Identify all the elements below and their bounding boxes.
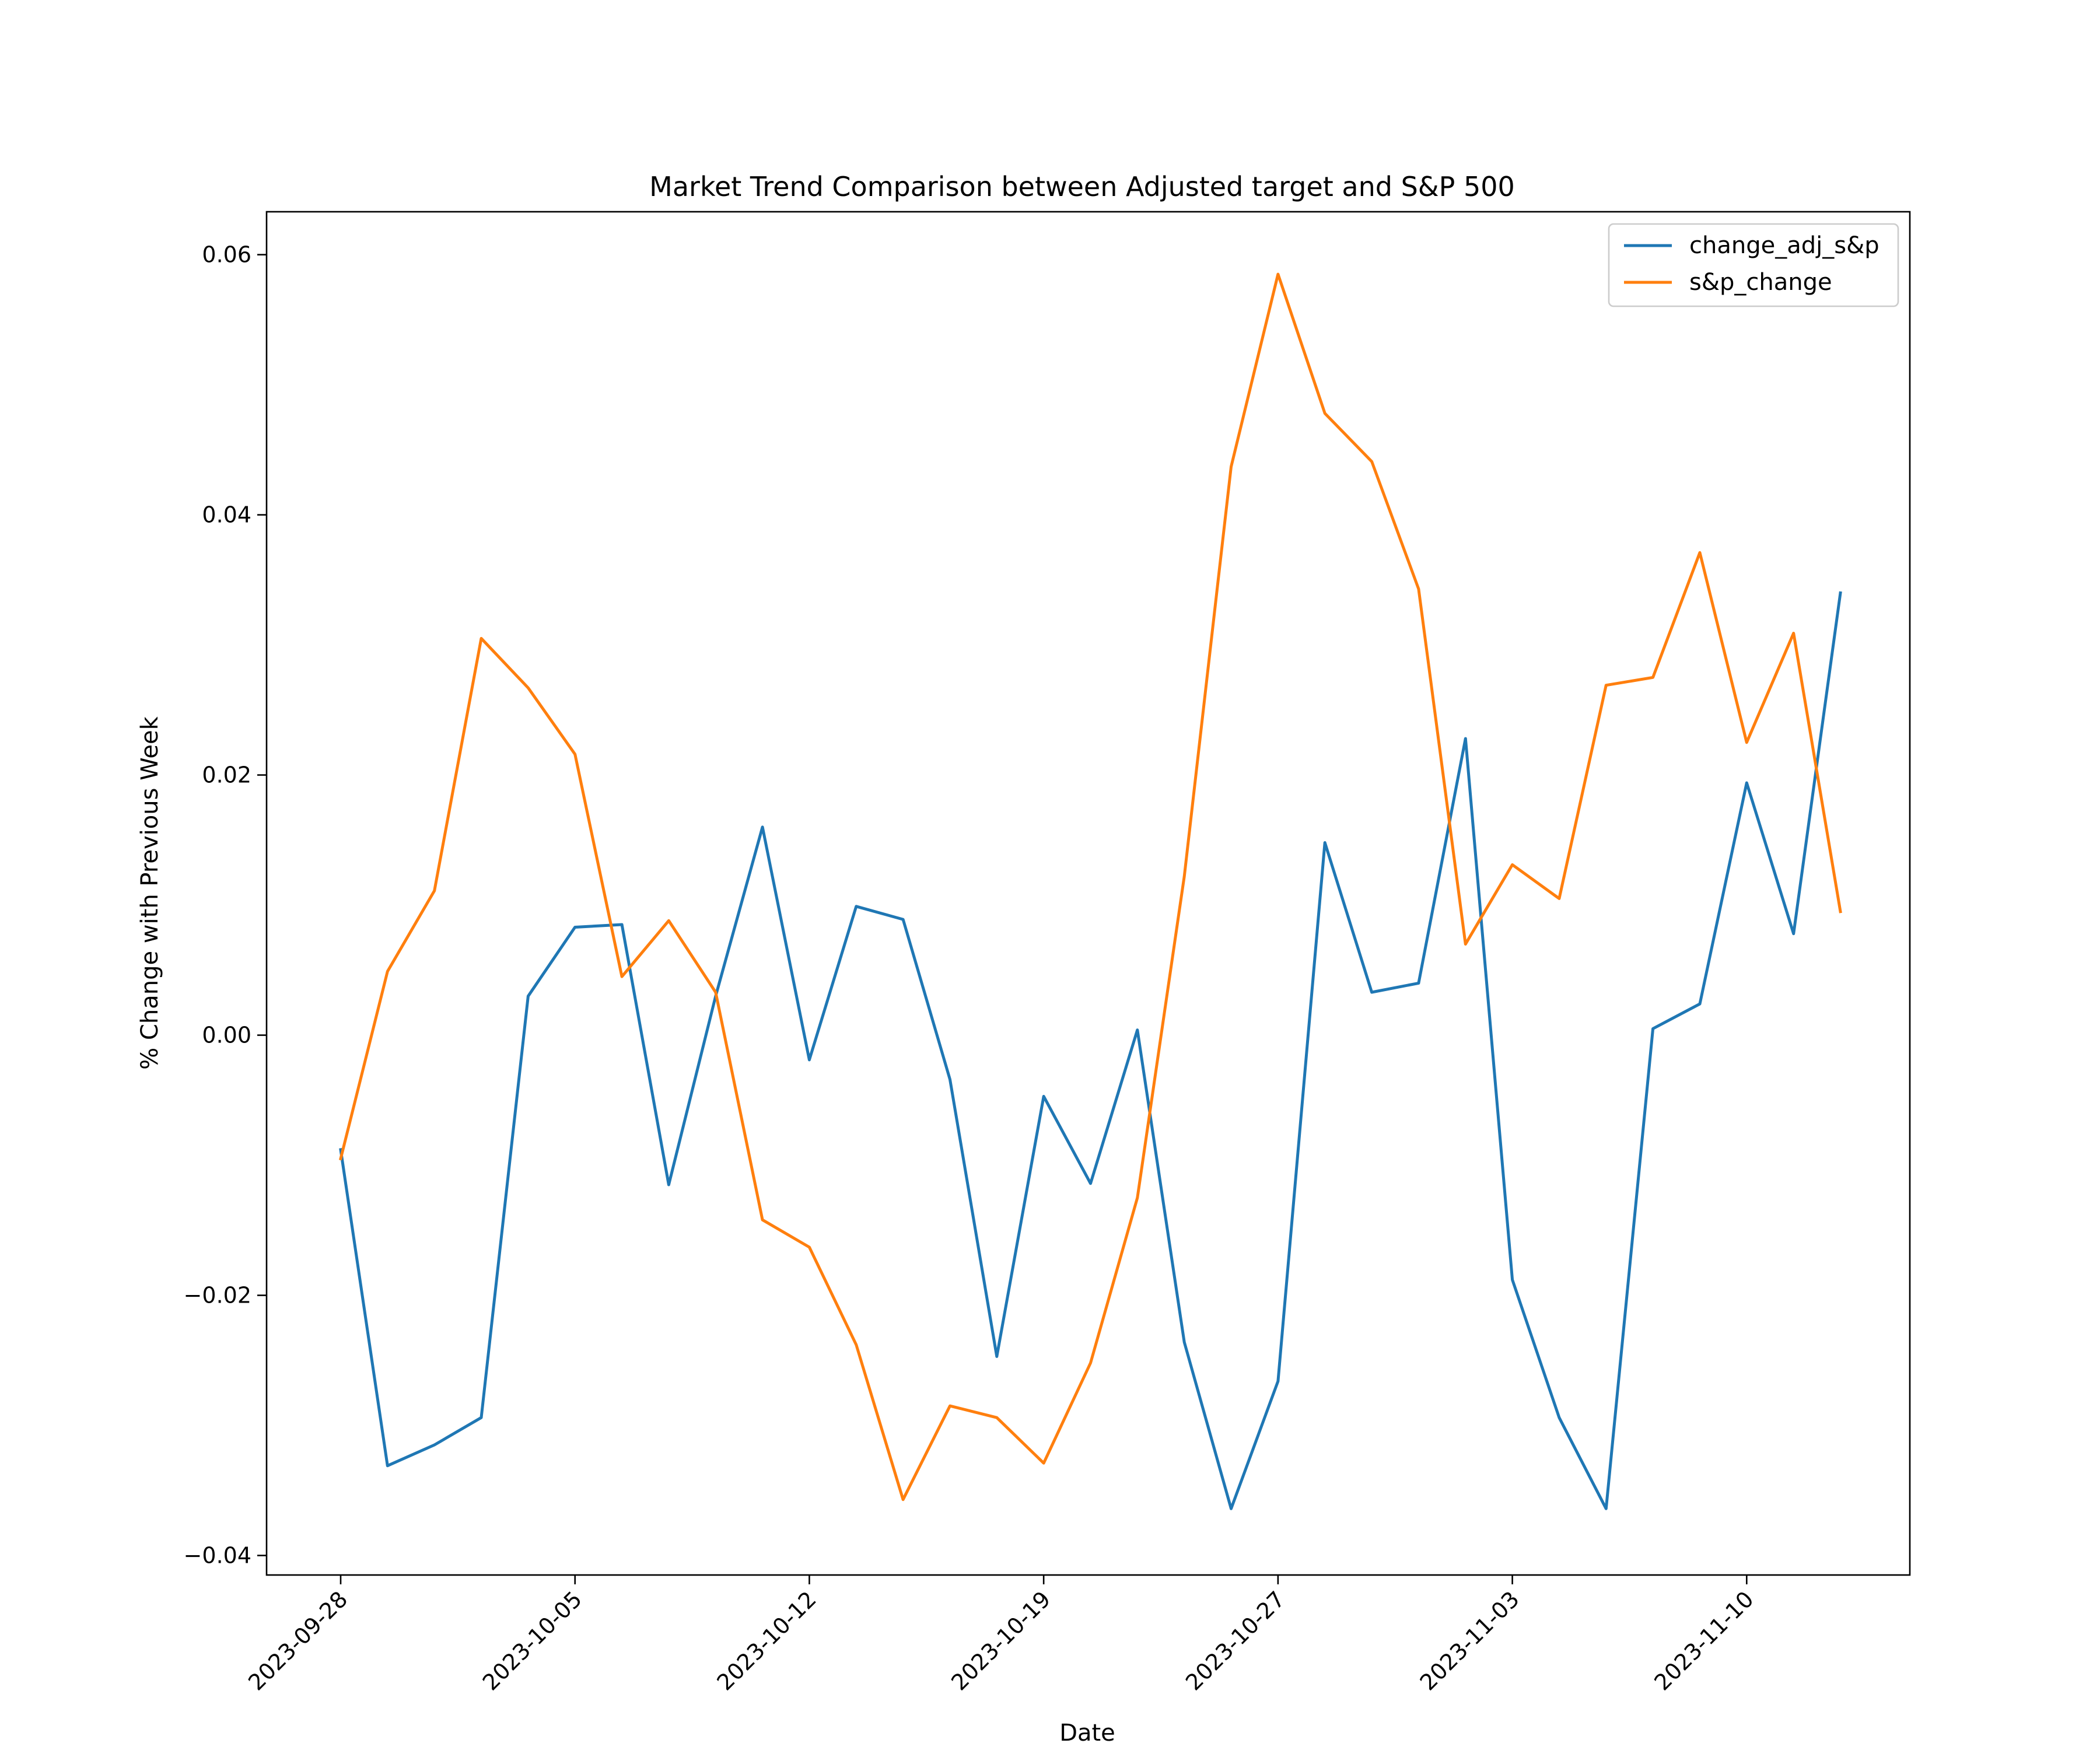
chart-title: Market Trend Comparison between Adjusted… <box>649 171 1515 202</box>
y-tick-label: −0.02 <box>184 1283 251 1308</box>
y-tick-label: 0.00 <box>202 1023 251 1048</box>
series-lines <box>338 272 1842 1510</box>
legend-label-change-adj: change_adj_s&p <box>1689 232 1880 259</box>
y-axis: −0.04 −0.02 0.00 0.02 0.04 0.06 <box>184 242 267 1569</box>
legend: change_adj_s&p s&p_change <box>1608 223 1899 307</box>
plot-area-frame <box>265 211 1911 1576</box>
legend-label-sp-change: s&p_change <box>1689 269 1832 296</box>
y-axis-label: % Change with Previous Week <box>136 716 163 1069</box>
y-tick-label: 0.06 <box>202 242 251 268</box>
series-line-sp-change <box>338 272 1842 1502</box>
series-line-change-adj <box>339 591 1842 1510</box>
x-axis-label: Date <box>1059 1720 1115 1746</box>
y-tick-label: 0.04 <box>202 502 251 528</box>
y-tick-label: 0.02 <box>202 762 251 788</box>
legend-box <box>1608 223 1899 307</box>
y-tick-label: −0.04 <box>184 1543 251 1569</box>
